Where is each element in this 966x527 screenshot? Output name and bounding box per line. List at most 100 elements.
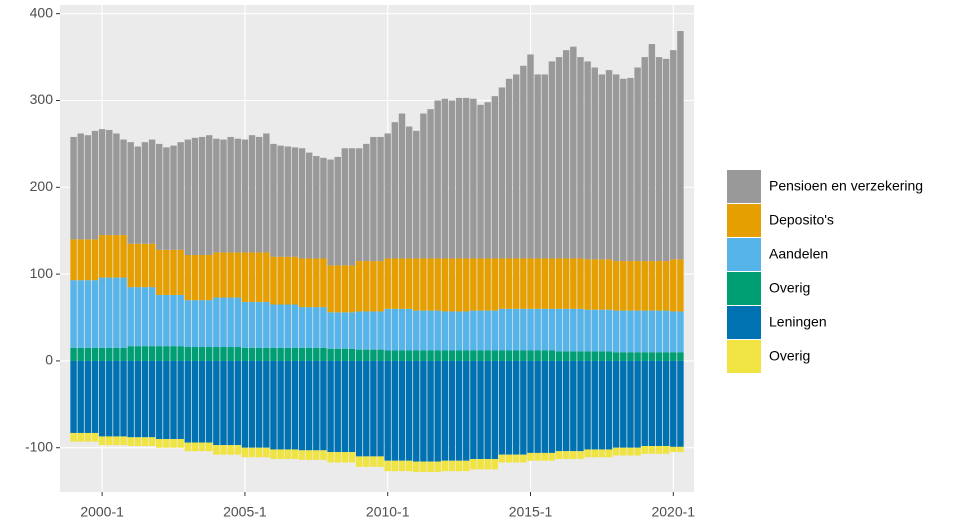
bar-segment — [612, 261, 620, 311]
bar-segment — [455, 258, 463, 312]
x-tick-label: 2015-1 — [509, 504, 553, 520]
bar-segment — [77, 360, 84, 433]
bar-segment — [391, 122, 399, 259]
bar-segment — [248, 347, 256, 361]
bar-segment — [641, 57, 648, 262]
bar-segment — [284, 347, 291, 361]
bar-segment — [491, 350, 499, 361]
bar-segment — [384, 360, 391, 461]
legend-label: Pensioen en verzekering — [769, 178, 923, 194]
bar-segment — [648, 44, 656, 262]
bar-segment — [513, 308, 520, 351]
bar-segment — [634, 352, 641, 361]
bar-segment — [562, 360, 570, 452]
bar-segment — [270, 347, 277, 361]
bar-segment — [655, 57, 663, 262]
bar-segment — [320, 157, 327, 259]
bar-segment — [398, 258, 406, 309]
bar-segment — [156, 346, 163, 361]
bar-segment — [184, 442, 192, 452]
bar-segment — [463, 97, 470, 259]
bar-segment — [234, 252, 241, 298]
bar-segment — [170, 439, 177, 448]
bar-segment — [598, 74, 606, 260]
bar-segment — [177, 249, 184, 295]
bar-segment — [77, 133, 84, 240]
bar-segment — [384, 258, 391, 309]
bar-segment — [141, 437, 149, 446]
bar-segment — [534, 74, 541, 259]
bar-segment — [327, 312, 334, 349]
bar-segment — [127, 142, 134, 244]
bar-segment — [584, 61, 591, 260]
bar-segment — [91, 239, 99, 281]
bar-segment — [655, 445, 663, 454]
bar-segment — [577, 451, 584, 460]
bar-segment — [234, 360, 241, 446]
bar-segment — [98, 129, 106, 236]
bar-segment — [206, 300, 213, 348]
bar-segment — [434, 258, 441, 311]
bar-segment — [605, 309, 613, 352]
bar-segment — [313, 360, 320, 451]
bar-segment — [405, 350, 413, 361]
bar-segment — [156, 439, 163, 448]
bar-segment — [448, 258, 456, 312]
bar-segment — [355, 261, 363, 312]
bar-segment — [213, 445, 220, 455]
bar-segment — [505, 360, 513, 455]
bar-segment — [391, 360, 399, 461]
bar-segment — [255, 360, 263, 448]
bar-segment — [363, 349, 370, 361]
bar-segment — [648, 310, 656, 353]
bar-segment — [163, 249, 170, 295]
bar-segment — [163, 346, 170, 361]
legend-label: Deposito's — [769, 212, 834, 228]
bar-segment — [620, 352, 627, 361]
bar-segment — [206, 135, 213, 256]
bar-segment — [227, 360, 234, 446]
bar-segment — [534, 360, 541, 453]
bar-segment — [84, 347, 92, 361]
bar-segment — [213, 297, 220, 348]
bar-segment — [505, 78, 513, 259]
bar-segment — [655, 261, 663, 311]
bar-segment — [670, 311, 677, 353]
bar-segment — [498, 350, 506, 361]
bar-segment — [662, 445, 670, 454]
bar-segment — [491, 258, 499, 311]
bar-segment — [662, 310, 670, 353]
bar-segment — [484, 102, 491, 259]
bar-segment — [520, 308, 527, 351]
bar-segment — [198, 347, 206, 361]
bar-segment — [627, 352, 634, 361]
bar-segment — [298, 258, 306, 308]
bar-segment — [470, 310, 477, 351]
bar-segment — [612, 447, 620, 456]
bar-segment — [327, 159, 334, 266]
bar-segment — [363, 261, 370, 312]
bar-segment — [627, 77, 634, 262]
bar-segment — [441, 460, 449, 472]
bar-segment — [248, 360, 256, 448]
bar-segment — [520, 258, 527, 309]
bar-segment — [341, 360, 349, 453]
x-tick-label: 2020-1 — [651, 504, 695, 520]
bar-segment — [441, 360, 449, 461]
bar-segment — [562, 451, 570, 460]
bar-segment — [520, 65, 527, 259]
bar-segment — [106, 130, 113, 236]
bar-segment — [234, 347, 241, 361]
bar-segment — [170, 249, 177, 295]
bar-segment — [106, 277, 113, 348]
bar-segment — [484, 350, 491, 361]
bar-segment — [463, 350, 470, 361]
bar-segment — [677, 446, 684, 453]
bar-segment — [477, 459, 484, 470]
bar-segment — [370, 349, 377, 361]
bar-segment — [570, 258, 577, 309]
bar-segment — [513, 258, 520, 309]
bar-segment — [191, 347, 199, 361]
bar-segment — [370, 311, 377, 350]
bar-segment — [191, 137, 199, 256]
